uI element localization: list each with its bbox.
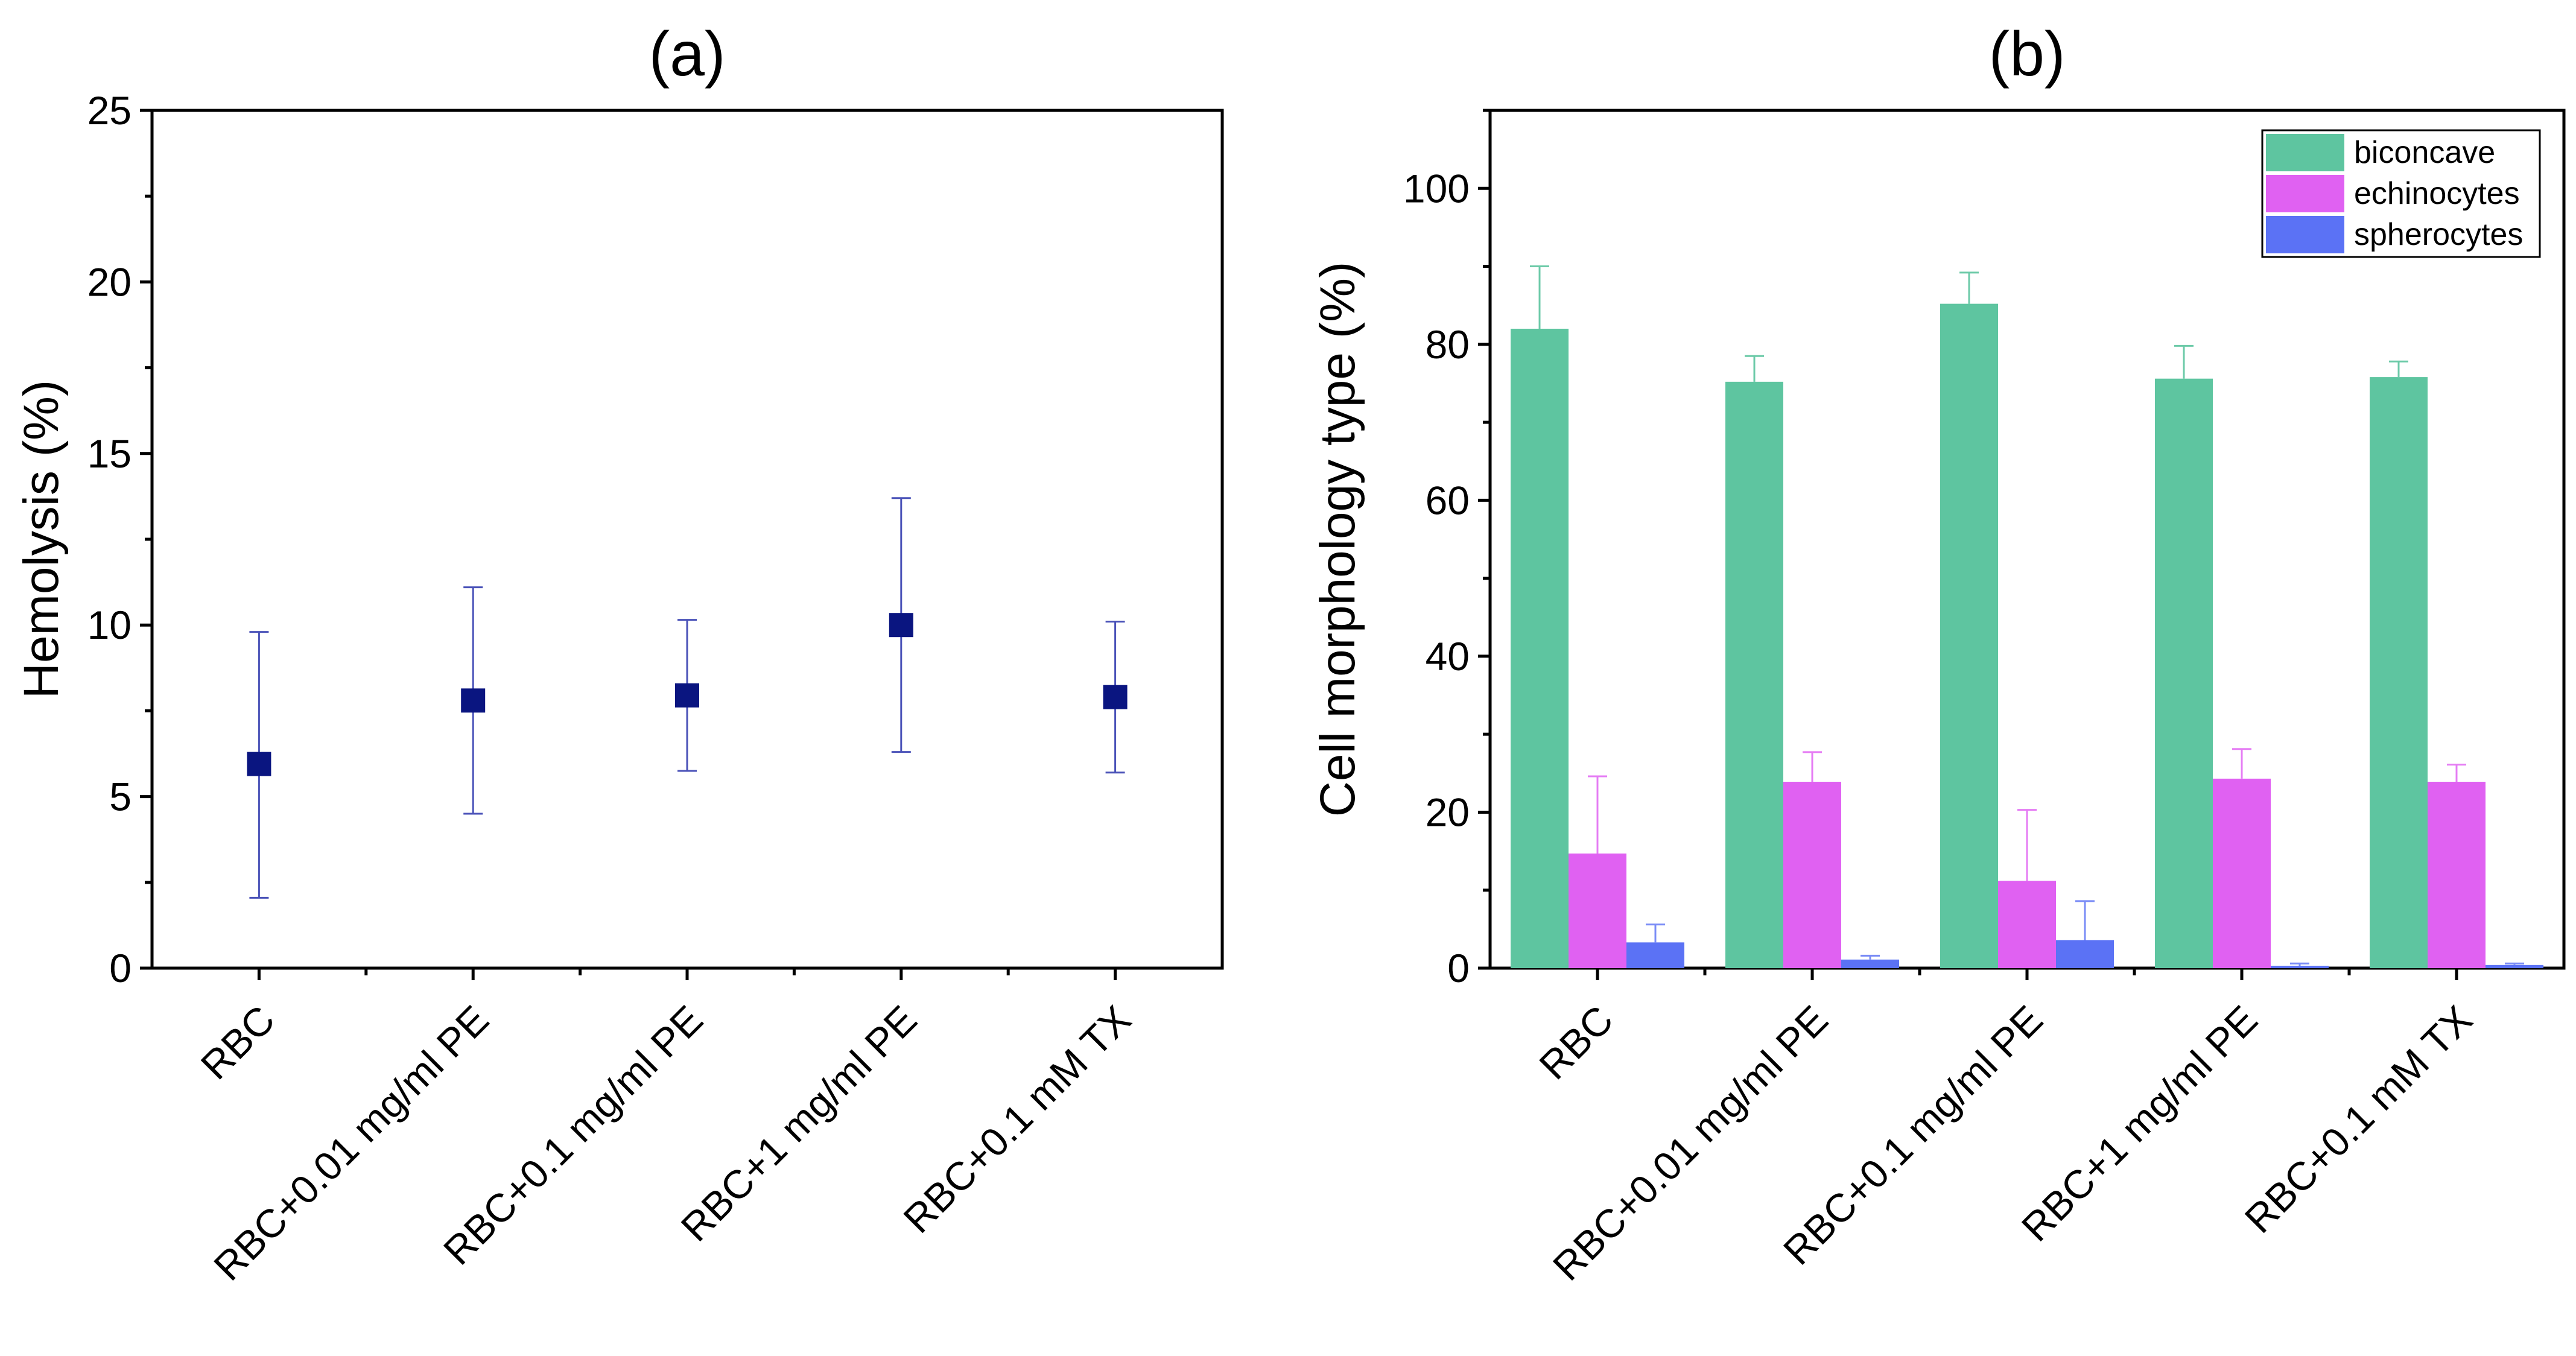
panel-label: (a)	[649, 19, 725, 89]
y-axis-title: Hemolysis (%)	[14, 380, 69, 699]
bar-spherocytes	[2056, 940, 2114, 968]
bar-spherocytes	[2486, 965, 2543, 968]
bar-biconcave	[1940, 303, 1998, 968]
y-tick-label: 40	[1426, 634, 1470, 679]
bar-echinocytes	[1569, 853, 1626, 968]
x-category-label: RBC	[1531, 997, 1622, 1088]
bar-biconcave	[2155, 378, 2213, 968]
y-tick-label: 20	[87, 259, 132, 304]
y-tick-label: 0	[1447, 946, 1470, 990]
y-tick-label: 25	[87, 88, 132, 133]
x-category-label: RBC+0.1 mM TX	[2236, 997, 2480, 1241]
legend-swatch-biconcave	[2266, 134, 2344, 171]
y-tick-label: 15	[87, 431, 132, 476]
data-point	[1103, 685, 1128, 709]
y-tick-label: 10	[87, 603, 132, 647]
panel-label: (b)	[1988, 19, 2065, 89]
y-tick-label: 100	[1403, 166, 1470, 211]
legend: biconcave echinocytes spherocytes	[2261, 129, 2541, 258]
x-category-label: RBC	[192, 997, 283, 1088]
bar-biconcave	[1725, 381, 1783, 968]
y-tick-label: 0	[109, 946, 132, 990]
y-tick-label: 20	[1426, 790, 1470, 834]
data-point	[675, 683, 699, 708]
bar-spherocytes	[1841, 959, 1899, 968]
data-point	[247, 752, 271, 776]
x-category-label: RBC+0.1 mM TX	[895, 997, 1139, 1241]
y-tick-label: 80	[1426, 322, 1470, 367]
x-category-label: RBC+1 mg/ml PE	[672, 997, 925, 1250]
data-point	[461, 688, 486, 713]
legend-swatch-spherocytes	[2266, 216, 2344, 253]
bar-echinocytes	[1998, 881, 2056, 968]
y-tick-label: 5	[109, 775, 132, 819]
y-tick-label: 60	[1426, 478, 1470, 522]
legend-label-spherocytes: spherocytes	[2354, 217, 2523, 252]
bar-echinocytes	[2428, 782, 2486, 968]
bar-biconcave	[1511, 328, 1569, 968]
plot-frame	[150, 109, 1224, 970]
bar-spherocytes	[2271, 966, 2329, 968]
y-axis-title: Cell morphology type (%)	[1310, 262, 1365, 817]
x-category-label: RBC+1 mg/ml PE	[2013, 997, 2266, 1250]
legend-swatch-echinocytes	[2266, 175, 2344, 212]
legend-label-echinocytes: echinocytes	[2354, 176, 2520, 211]
bar-biconcave	[2370, 377, 2428, 968]
bar-echinocytes	[1783, 782, 1841, 968]
bar-echinocytes	[2213, 778, 2271, 968]
legend-label-biconcave: biconcave	[2354, 135, 2495, 170]
bar-spherocytes	[1626, 942, 1684, 968]
data-point	[889, 613, 913, 638]
